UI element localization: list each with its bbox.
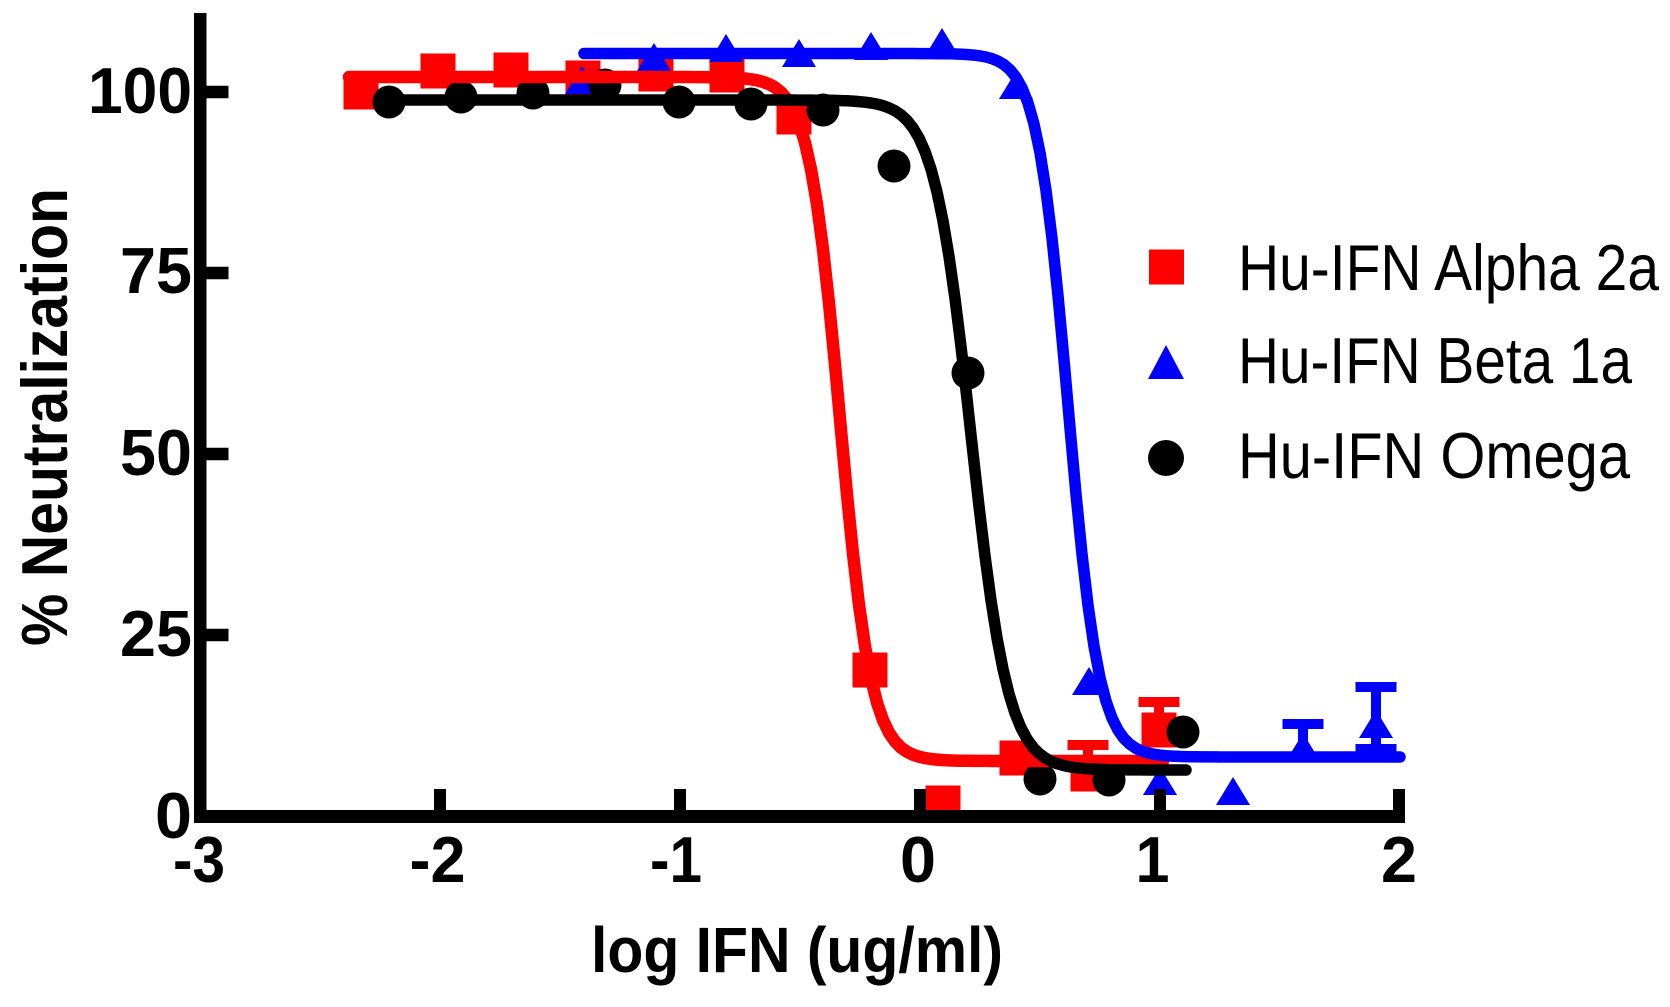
svg-text:25: 25 <box>120 597 192 670</box>
svg-text:-2: -2 <box>410 823 466 896</box>
svg-text:% Neutralization: % Neutralization <box>8 188 81 646</box>
svg-text:Hu-IFN Alpha 2a: Hu-IFN Alpha 2a <box>1238 231 1660 304</box>
svg-text:Hu-IFN Beta 1a: Hu-IFN Beta 1a <box>1238 324 1633 397</box>
svg-text:1: 1 <box>1136 823 1170 896</box>
svg-text:75: 75 <box>120 234 192 307</box>
svg-text:0: 0 <box>900 823 936 896</box>
svg-text:2: 2 <box>1381 823 1417 896</box>
svg-text:-1: -1 <box>650 823 702 896</box>
svg-text:100: 100 <box>88 54 192 127</box>
svg-text:-3: -3 <box>173 823 225 896</box>
svg-text:log IFN (ug/ml): log IFN (ug/ml) <box>591 914 1003 986</box>
svg-text:0: 0 <box>155 779 192 852</box>
svg-text:50: 50 <box>120 416 192 489</box>
svg-text:Hu-IFN Omega: Hu-IFN Omega <box>1238 419 1631 492</box>
